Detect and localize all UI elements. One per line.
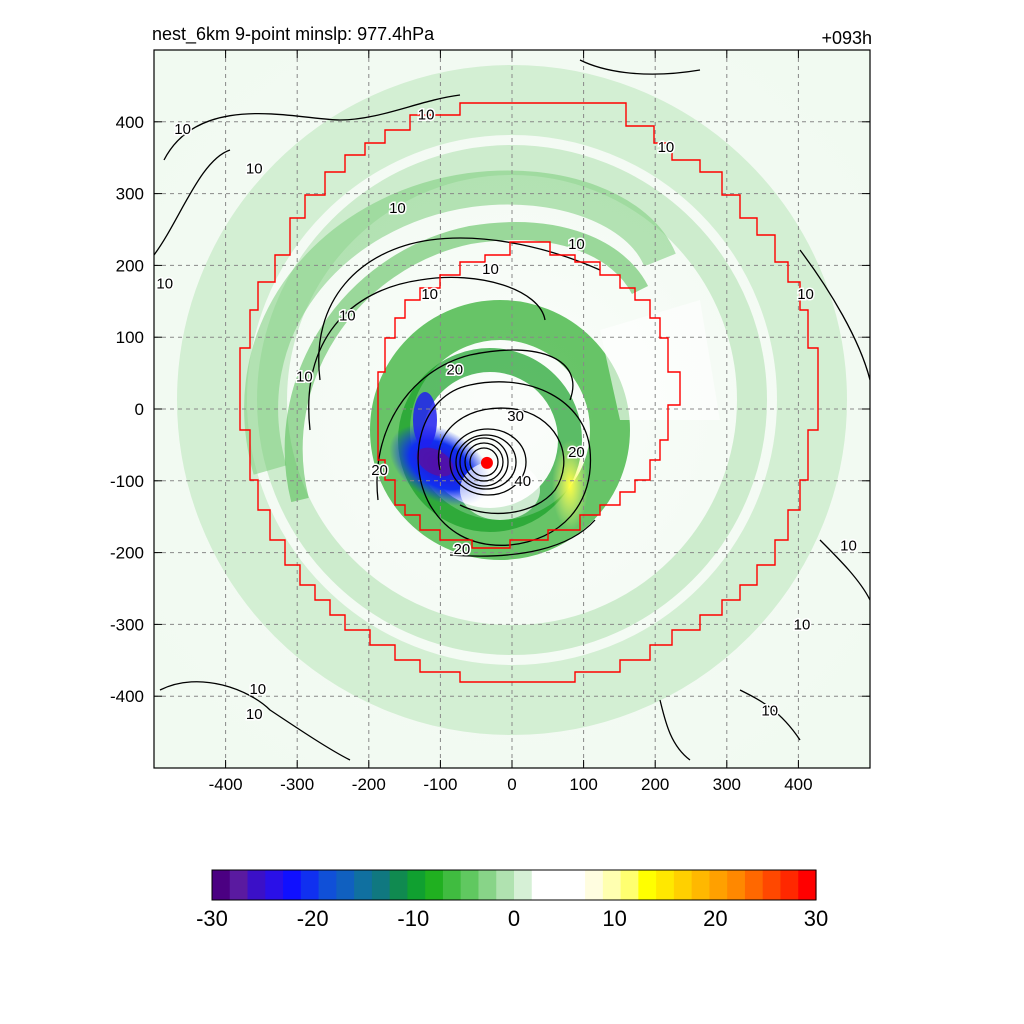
colorbar-swatch	[247, 870, 266, 900]
y-axis: 400 300 200 100 0 -100 -200 -300 -400	[110, 113, 870, 706]
colorbar-swatch	[336, 870, 355, 900]
contour-label: 10	[246, 706, 263, 723]
colorbar-swatch	[389, 870, 409, 900]
colorbar-swatch	[709, 870, 728, 900]
contour-label: 40	[514, 473, 531, 490]
y-tick-label: -300	[110, 615, 144, 634]
contour-label: 30	[507, 408, 524, 425]
y-tick-label: -100	[110, 472, 144, 491]
colorbar-swatch	[425, 870, 444, 900]
y-tick-label: 400	[116, 113, 144, 132]
plot-area: 10 10 10 10 10 10 10 10 10 10 10 10 10 10 10 10 10 20 20 20…	[154, 50, 870, 768]
colorbar-swatch	[656, 870, 675, 900]
colorbar-swatch	[514, 870, 533, 900]
contour-label: 10	[794, 616, 811, 633]
contour-label: 10	[482, 261, 499, 278]
contour-label: 20	[371, 462, 388, 479]
x-tick-label: 400	[784, 775, 812, 794]
colorbar-swatch	[354, 870, 373, 900]
contour-label: 10	[249, 681, 266, 698]
colorbar-swatch	[283, 870, 302, 900]
colorbar-swatch	[265, 870, 284, 900]
contour-label: 10	[156, 275, 173, 292]
x-axis: -400 -300 -200 -100 0 100 200 300 400	[209, 50, 813, 794]
contour-label: 20	[454, 541, 471, 558]
contour-label: 10	[421, 286, 438, 303]
colorbar-tick-label: -30	[196, 906, 228, 931]
contour-label: 10	[568, 236, 585, 253]
x-tick-label: -200	[352, 775, 386, 794]
x-tick-label: 0	[507, 775, 516, 794]
colorbar-swatch	[727, 870, 746, 900]
colorbar-swatch	[442, 870, 462, 900]
x-tick-label: -400	[209, 775, 243, 794]
contour-label: 20	[568, 444, 585, 461]
colorbar-swatch	[531, 870, 551, 900]
colorbar-tick-label: 30	[804, 906, 828, 931]
colorbar-tick-label: 20	[703, 906, 727, 931]
y-tick-label: 0	[135, 400, 144, 419]
colorbar-swatch	[585, 870, 604, 900]
x-tick-label: -300	[280, 775, 314, 794]
y-tick-label: 200	[116, 256, 144, 275]
colorbar-tick-label: -10	[397, 906, 429, 931]
x-tick-label: 100	[569, 775, 597, 794]
contour-label: 10	[174, 121, 191, 138]
chart-title: nest_6km 9-point minslp: 977.4hPa	[152, 24, 435, 45]
contour-label: 10	[761, 703, 778, 720]
colorbar-swatch	[549, 870, 568, 900]
contour-label: 10	[339, 308, 356, 325]
colorbar-tick-label: -20	[297, 906, 329, 931]
colorbar-swatch	[300, 870, 320, 900]
colorbar-tick-label: 0	[508, 906, 520, 931]
contour-label: 10	[797, 286, 814, 303]
colorbar-swatch	[602, 870, 622, 900]
colorbar-swatch	[460, 870, 480, 900]
x-tick-label: 200	[641, 775, 669, 794]
y-tick-label: -400	[110, 687, 144, 706]
colorbar-swatch	[780, 870, 799, 900]
contour-label: 20	[446, 362, 463, 379]
colorbar-swatch	[567, 870, 586, 900]
storm-center-marker	[480, 456, 493, 469]
colorbar-swatch	[229, 870, 249, 900]
colorbar-swatch	[318, 870, 337, 900]
contour-label: 10	[389, 200, 406, 217]
x-tick-label: -100	[423, 775, 457, 794]
colorbar: -30 -20 -10 0 10 20 30	[196, 869, 828, 931]
colorbar-swatch	[212, 870, 231, 900]
colorbar-swatch	[478, 870, 497, 900]
contour-label: 10	[840, 537, 857, 554]
nest-boundaries	[239, 102, 819, 683]
colorbar-swatch	[762, 870, 782, 900]
colorbar-frame	[211, 869, 817, 901]
contour-label: 10	[418, 107, 435, 124]
colorbar-swatch	[638, 870, 657, 900]
contour-label: 10	[296, 369, 313, 386]
colorbar-tick-label: 10	[602, 906, 626, 931]
colorbar-swatch	[691, 870, 711, 900]
colorbar-swatch	[744, 870, 764, 900]
contour-labels: 10 10 10 10 10 10 10 10 10 10 10 10 10 10 10 10 10 20 20 20…	[155, 105, 858, 725]
y-tick-label: 300	[116, 185, 144, 204]
colorbar-swatch	[496, 870, 515, 900]
y-tick-label: 100	[116, 328, 144, 347]
y-tick-label: -200	[110, 544, 144, 563]
colorbar-swatch	[798, 870, 817, 900]
x-tick-label: 300	[713, 775, 741, 794]
colorbar-swatch	[407, 870, 426, 900]
forecast-hour-label: +093h	[821, 28, 872, 48]
colorbar-swatch	[371, 870, 391, 900]
contour-label: 10	[658, 139, 675, 156]
contour-lines	[154, 59, 870, 761]
colorbar-swatch	[673, 870, 693, 900]
contour-label: 10	[246, 160, 263, 177]
colorbar-swatch	[620, 870, 639, 900]
